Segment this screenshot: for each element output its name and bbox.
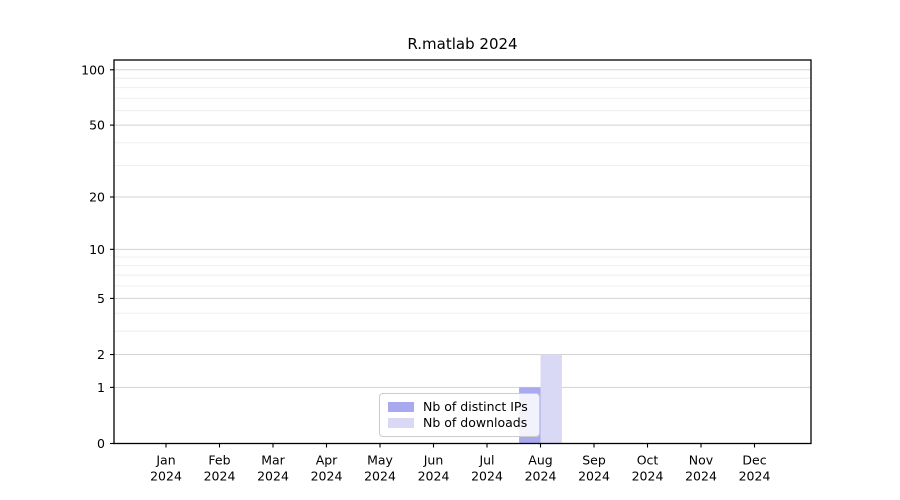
- x-tick-label-month: Feb: [208, 453, 230, 468]
- x-tick-label-month: Dec: [742, 453, 766, 468]
- y-tick-label: 0: [97, 436, 105, 451]
- x-tick-label-month: Mar: [261, 453, 285, 468]
- x-tick-label-year: 2024: [204, 469, 236, 484]
- x-tick-label-year: 2024: [150, 469, 182, 484]
- y-tick-label: 5: [97, 291, 105, 306]
- x-tick-label-month: Apr: [316, 453, 338, 468]
- chart-title: R.matlab 2024: [407, 35, 518, 53]
- x-tick-label-month: Jun: [423, 453, 444, 468]
- x-tick-label-year: 2024: [632, 469, 664, 484]
- x-tick-label-year: 2024: [257, 469, 289, 484]
- x-tick-label-year: 2024: [471, 469, 503, 484]
- x-tick-label-month: Jul: [478, 453, 494, 468]
- y-tick-label: 100: [81, 62, 105, 77]
- legend: Nb of distinct IPs Nb of downloads: [379, 393, 540, 437]
- x-tick-label-year: 2024: [418, 469, 450, 484]
- y-tick-label: 20: [89, 189, 105, 204]
- x-tick-label-month: May: [367, 453, 393, 468]
- x-tick-label-month: Sep: [582, 453, 606, 468]
- x-tick-label-month: Aug: [528, 453, 552, 468]
- y-tick-label: 50: [89, 118, 105, 133]
- legend-label-distinct-ips: Nb of distinct IPs: [423, 399, 528, 414]
- x-tick-label-year: 2024: [364, 469, 396, 484]
- plot-background: [114, 60, 811, 444]
- x-tick-label-year: 2024: [525, 469, 557, 484]
- axes-border: [113, 59, 812, 445]
- legend-swatch-downloads: [388, 418, 414, 428]
- x-tick-label-year: 2024: [311, 469, 343, 484]
- x-tick-label-year: 2024: [578, 469, 610, 484]
- legend-item-distinct-ips: Nb of distinct IPs: [388, 399, 531, 415]
- y-tick-label: 2: [97, 347, 105, 362]
- legend-swatch-distinct-ips: [388, 402, 414, 412]
- x-tick-label-month: Oct: [637, 453, 659, 468]
- y-tick-label: 1: [97, 380, 105, 395]
- bar-downloads: [540, 354, 562, 444]
- y-tick-label: 10: [89, 242, 105, 257]
- x-tick-label-year: 2024: [739, 469, 771, 484]
- legend-item-downloads: Nb of downloads: [388, 415, 531, 431]
- x-tick-label-month: Jan: [155, 453, 175, 468]
- x-tick-label-month: Nov: [689, 453, 714, 468]
- legend-label-downloads: Nb of downloads: [423, 415, 528, 430]
- x-tick-label-year: 2024: [685, 469, 717, 484]
